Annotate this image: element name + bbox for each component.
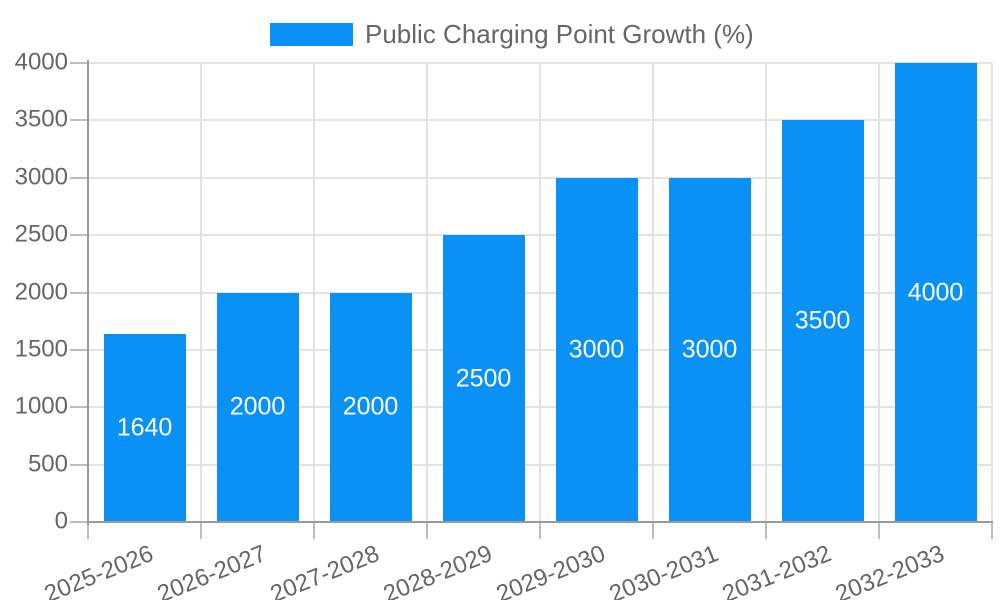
x-axis-tick-mark — [87, 522, 89, 539]
bar[interactable] — [555, 177, 638, 522]
bar-value-label: 2500 — [455, 364, 512, 393]
x-axis-tick-label: 2031-2032 — [718, 540, 835, 600]
gridline-vertical — [313, 63, 315, 522]
bar-value-label: 2000 — [229, 392, 286, 421]
y-axis-tick-label: 3000 — [14, 163, 68, 191]
x-axis-tick-mark — [200, 522, 202, 539]
y-axis-tick-mark — [70, 348, 88, 351]
legend-label: Public Charging Point Growth (%) — [365, 19, 754, 49]
x-axis-tick-mark — [991, 522, 993, 539]
bar[interactable] — [103, 333, 186, 522]
bar-value-label: 3500 — [794, 306, 851, 335]
bar[interactable] — [668, 177, 751, 522]
x-axis-tick-label: 2027-2028 — [266, 540, 383, 600]
bar-value-label: 3000 — [681, 335, 738, 364]
gridline-vertical — [765, 63, 767, 522]
y-axis-tick-label: 0 — [54, 507, 68, 535]
bar-value-label: 3000 — [568, 335, 625, 364]
x-axis-tick-mark — [539, 522, 541, 539]
bar-value-label: 4000 — [907, 278, 964, 306]
y-axis-tick-label: 2000 — [14, 277, 68, 305]
legend-swatch — [270, 23, 353, 46]
x-axis-tick-label: 2026-2027 — [153, 540, 270, 600]
x-axis-line — [87, 521, 993, 523]
bar[interactable] — [781, 120, 864, 522]
x-axis-tick-label: 2028-2029 — [379, 540, 496, 600]
y-axis-line — [87, 60, 89, 525]
y-axis-tick-mark — [70, 291, 88, 294]
y-axis-tick-label: 4000 — [14, 48, 68, 76]
y-axis-tick-mark — [70, 176, 88, 179]
y-axis-tick-mark — [70, 119, 88, 122]
x-axis-tick-mark — [765, 522, 767, 539]
bar[interactable] — [442, 235, 525, 522]
y-axis-tick-label: 1500 — [14, 335, 68, 363]
x-axis-tick-mark — [652, 522, 654, 539]
y-axis-tick-mark — [70, 406, 88, 409]
gridline-vertical — [878, 63, 880, 522]
bar[interactable] — [894, 63, 977, 522]
y-axis-tick-mark — [70, 463, 88, 466]
x-axis-tick-label: 2032-2033 — [831, 540, 948, 600]
bar[interactable] — [216, 292, 299, 522]
x-axis-tick-mark — [878, 522, 880, 539]
y-axis-tick-label: 3500 — [14, 105, 68, 133]
y-axis-tick-label: 2500 — [14, 220, 68, 248]
x-axis-tick-label: 2029-2030 — [492, 540, 609, 600]
y-axis-tick-mark — [70, 521, 88, 523]
gridline-vertical — [652, 63, 654, 522]
bar[interactable] — [329, 292, 412, 522]
gridline-vertical — [991, 63, 993, 522]
gridline-vertical — [426, 63, 428, 522]
y-axis-tick-label: 500 — [27, 450, 68, 478]
gridline-vertical — [200, 63, 202, 522]
gridline-vertical — [539, 63, 541, 522]
y-axis-tick-label: 1000 — [14, 392, 68, 420]
bar-value-label: 1640 — [116, 413, 173, 442]
x-axis-tick-mark — [426, 522, 428, 539]
bar-value-label: 2000 — [342, 392, 399, 421]
y-axis-tick-mark — [70, 234, 88, 237]
x-axis-tick-mark — [313, 522, 315, 539]
y-axis-tick-mark — [70, 62, 88, 64]
legend-item[interactable]: Public Charging Point Growth (%) — [270, 19, 754, 50]
x-axis-tick-label: 2025-2026 — [40, 540, 157, 600]
x-axis-tick-label: 2030-2031 — [605, 540, 722, 600]
